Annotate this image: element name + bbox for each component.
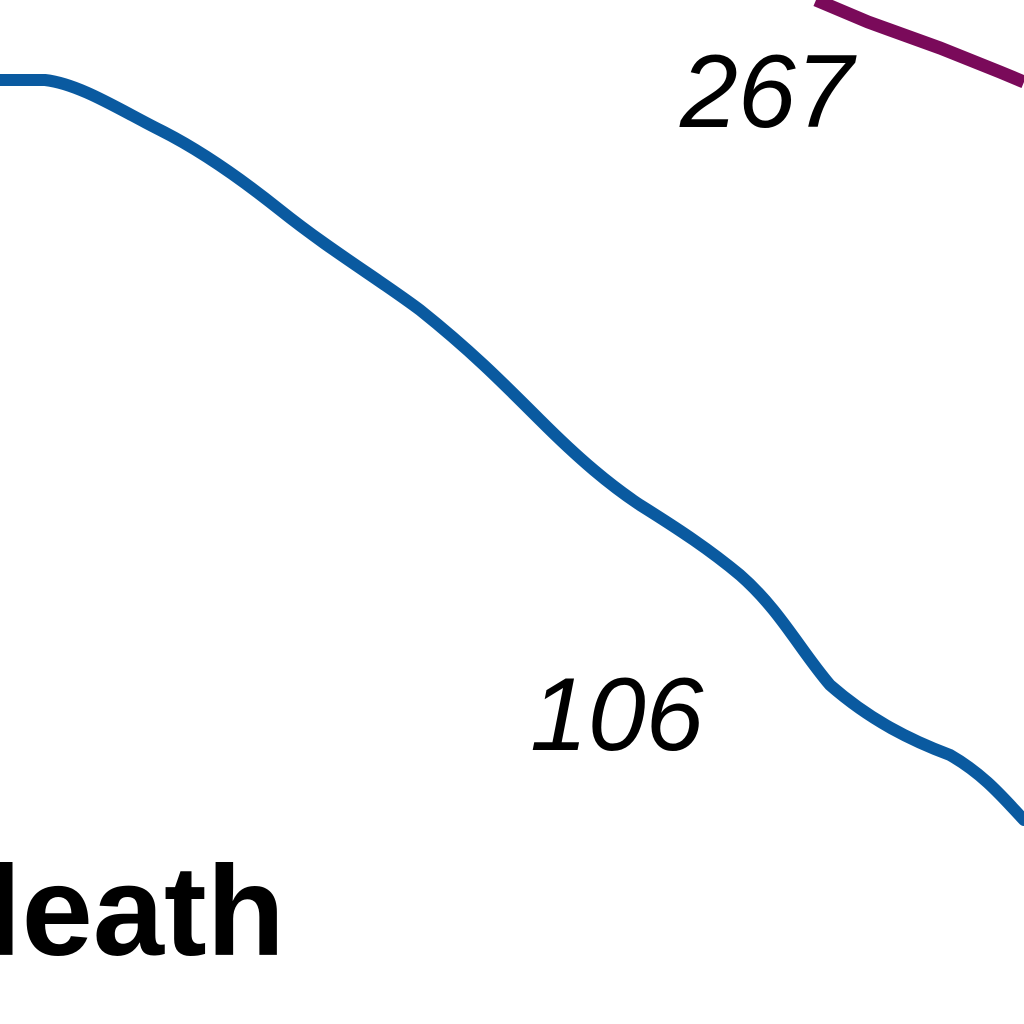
place-name-label: leath xyxy=(0,840,285,983)
route-number-267: 267 xyxy=(679,34,858,150)
route-number-106: 106 xyxy=(530,657,704,773)
